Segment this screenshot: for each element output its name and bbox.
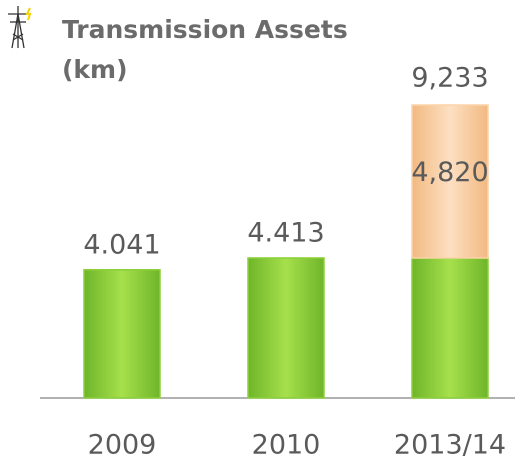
bar-segment [247, 257, 325, 399]
value-label: 4.041 [83, 229, 160, 260]
bar-segment [83, 269, 161, 399]
x-tick-label: 2013/14 [394, 430, 506, 461]
pylon-icon [8, 6, 32, 49]
bar-segment [411, 257, 489, 399]
value-label: 4,820 [411, 157, 488, 188]
x-tick-label: 2010 [252, 430, 321, 461]
value-label: 4.413 [247, 217, 324, 248]
bar-segment [411, 104, 489, 259]
total-label: 9,233 [411, 63, 488, 94]
chart-title: Transmission Assets [62, 15, 348, 44]
x-tick-label: 2009 [88, 430, 157, 461]
chart-subtitle: (km) [62, 55, 128, 84]
